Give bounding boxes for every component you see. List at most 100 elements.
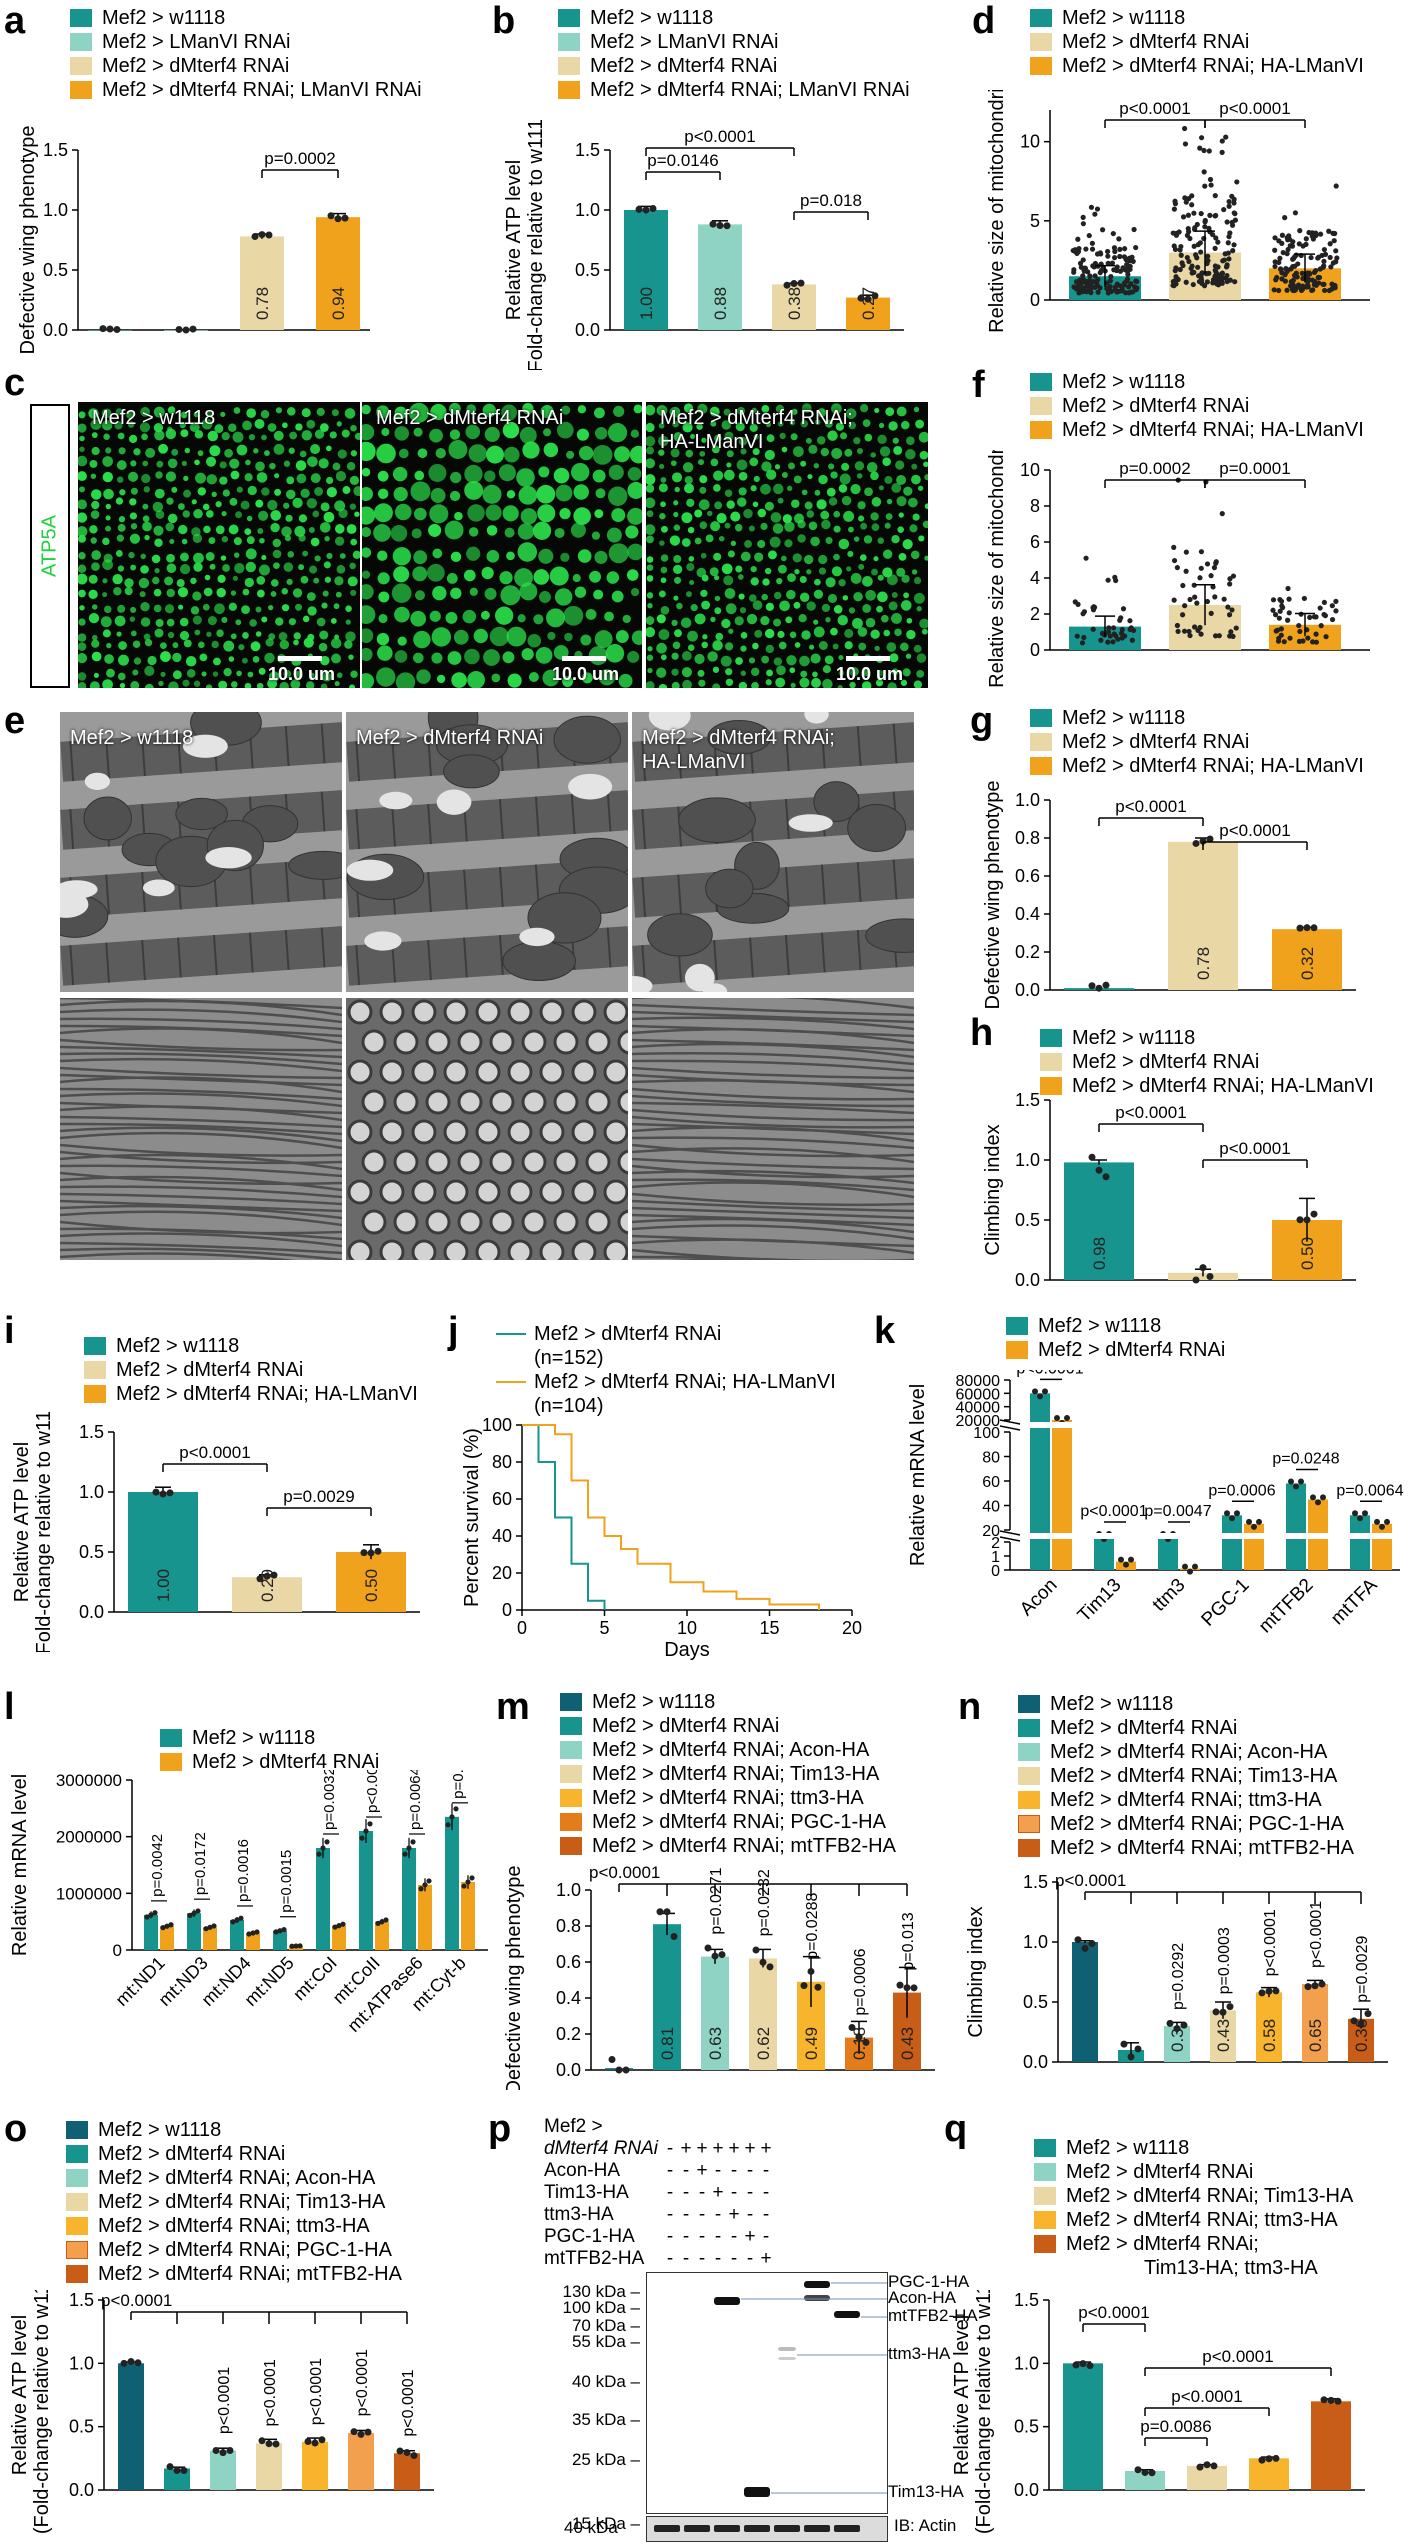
data-point (1322, 251, 1329, 257)
data-point (406, 1845, 412, 1851)
mitochondrion-signal (681, 651, 692, 661)
data-point (855, 2033, 863, 2041)
y-tick-label: 1.5 (575, 140, 600, 160)
mitochondrion-signal (255, 631, 262, 637)
legend-item: Mef2 > dMterf4 RNAi; HA-LManVI (116, 1383, 418, 1405)
data-point (1191, 582, 1197, 588)
em-vesicle (411, 1059, 437, 1085)
mitochondrion-signal (168, 681, 179, 688)
p-value: p<0.0001 (1219, 1139, 1290, 1158)
data-point (1226, 234, 1232, 240)
mitochondrion-signal (171, 448, 179, 456)
mitochondrion-signal (735, 565, 743, 573)
data-point (254, 1929, 260, 1935)
p-value: p=0.0015 (278, 1850, 295, 1913)
mitochondrion-signal (808, 444, 818, 454)
mitochondrion-signal (793, 475, 802, 484)
blot-condition-sign: - (762, 2204, 770, 2225)
bar (1072, 1942, 1098, 2062)
mitochondrion-signal (849, 681, 856, 688)
mitochondrion-signal (344, 408, 356, 419)
mitochondrion-signal (308, 672, 315, 679)
y-tick-label: 0.5 (1023, 1992, 1048, 2012)
mitochondrion-signal (362, 570, 371, 579)
mitochondrion-signal (261, 434, 267, 441)
data-point (1180, 262, 1186, 269)
data-point (709, 220, 717, 228)
mitochondrion-signal (810, 653, 821, 664)
mitochondrion-signal (916, 606, 922, 612)
mitochondrion-signal (922, 520, 928, 529)
mitochondrion-signal (219, 461, 227, 469)
mitochondrion-signal (373, 503, 393, 523)
mitochondrion-signal (716, 513, 727, 524)
mitochondrion-signal (185, 655, 197, 667)
p-value: p<0.0001 (1080, 1503, 1147, 1520)
mitochondrion-signal (209, 445, 221, 457)
mitochondrion-signal (785, 616, 793, 624)
y-tick-label: 0.0 (1014, 2480, 1039, 2500)
mitochondrion-signal (166, 618, 175, 627)
mitochondrion-signal (862, 668, 871, 677)
data-point (1272, 235, 1278, 241)
data-point (1086, 2362, 1094, 2370)
crista (632, 1042, 914, 1059)
data-point (1326, 287, 1332, 294)
mitochondrion-signal (757, 508, 767, 518)
data-point (1081, 1944, 1089, 1952)
bar-value-label: 0.81 (658, 2027, 677, 2060)
mitochondrion-signal (646, 654, 654, 661)
mitochondrion-signal (334, 576, 344, 586)
x-tick-label: mtTFB2 (1255, 1575, 1318, 1638)
mitochondrion-signal (671, 472, 683, 483)
mitochondrion-signal (362, 526, 372, 538)
blot-marker: 55 kDa – (571, 2332, 640, 2351)
mitochondrion-signal (350, 589, 357, 597)
bar-value-label: 0.18 (850, 2027, 869, 2060)
legend-item: Mef2 > dMterf4 RNAi; HA-LManVI (1062, 55, 1364, 77)
blot-condition-sign: - (698, 2204, 706, 2225)
z-line (463, 869, 468, 910)
data-point (1310, 1210, 1318, 1218)
mitochondrion-signal (283, 502, 290, 509)
legend-item: Mef2 > LManVI RNAi (102, 31, 291, 53)
data-point (1296, 1216, 1304, 1224)
data-point (1318, 231, 1324, 237)
data-point (327, 212, 335, 220)
bar (846, 297, 890, 330)
legend-item: Mef2 > dMterf4 RNAi (1062, 395, 1250, 417)
mitochondrion-signal (178, 604, 184, 610)
mitochondrion-signal (781, 555, 787, 562)
data-point (783, 281, 791, 289)
actin-blot (646, 2516, 888, 2542)
mitochondrion-signal (736, 406, 746, 416)
mitochondrion-signal (158, 680, 164, 687)
blot-band (804, 2281, 830, 2288)
p-value: p=0.0047 (1144, 1503, 1211, 1520)
mitochondrion-signal (838, 579, 846, 587)
mitochondrion-signal (549, 566, 569, 586)
em-vacuole (568, 773, 613, 800)
mitochondrion-signal (527, 633, 542, 648)
mitochondrion-signal (848, 607, 856, 614)
mitochondrion-signal (797, 534, 806, 543)
mitochondrion-signal (78, 618, 86, 626)
mitochondrion-signal (777, 564, 787, 574)
blot-marker: 15 kDa – (571, 2514, 640, 2533)
mitochondrion-signal (221, 511, 227, 517)
mitochondrion-signal (390, 525, 408, 542)
mitochondrion-signal (699, 521, 708, 530)
z-line (105, 874, 111, 915)
mitochondrion-signal (392, 547, 412, 566)
z-line (391, 738, 397, 779)
mitochondrion-signal (606, 571, 620, 584)
y-tick-label: 40 (492, 1526, 512, 1546)
mitochondrion-signal (273, 430, 284, 441)
y-tick-label: 1.0 (43, 200, 68, 220)
bar-value-label: 0.65 (1306, 2019, 1325, 2052)
bar (1168, 1272, 1238, 1280)
mitochondrion-signal (302, 550, 309, 557)
bar (1063, 2363, 1103, 2490)
mitochondrion-signal (607, 422, 628, 443)
